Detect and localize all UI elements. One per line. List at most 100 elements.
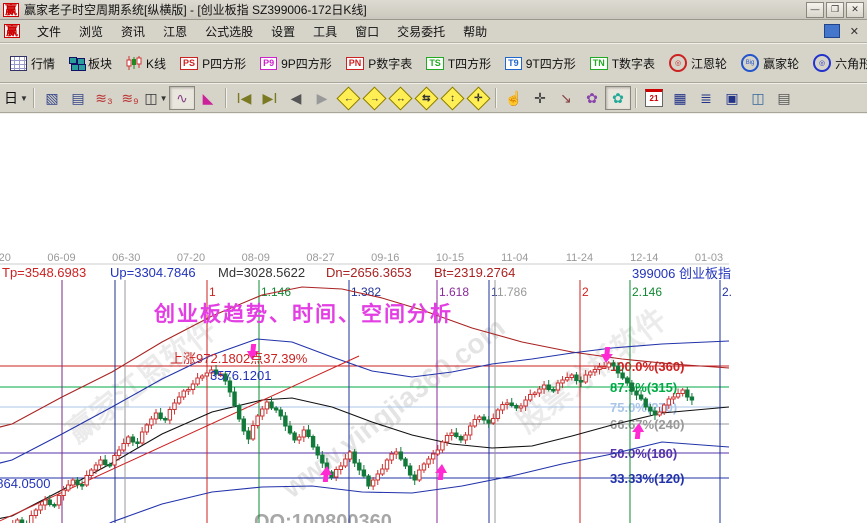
next-icon-glyph: ▶: [316, 89, 328, 106]
kline-button-glyph: [126, 56, 142, 70]
go-last-icon[interactable]: ▶Ⅰ: [257, 86, 283, 110]
menu-item-3[interactable]: 江恩: [163, 24, 188, 39]
wave-9-icon[interactable]: ≋₉: [117, 86, 143, 110]
measure-icon[interactable]: ↘: [553, 86, 579, 110]
kline-button[interactable]: K线: [119, 51, 173, 76]
headline-text: 创业板趋势、时间、空间分析: [153, 302, 453, 326]
p-square-button[interactable]: PS P四方形: [173, 51, 253, 76]
main-toolbar: 行情 板块 K线 PS P四方形 P9 9P四方形 PN P数字表 TS T四方形 T9 9T四方形 TN…: [0, 43, 867, 83]
trendline: [0, 355, 360, 522]
gann-wheel-button[interactable]: ◎ 江恩轮: [662, 50, 734, 76]
wave-9-icon-glyph: ≋₉: [121, 89, 139, 106]
kline-button-label: K线: [146, 56, 167, 71]
t-number-button-glyph: TN: [589, 56, 608, 70]
minimize-button[interactable]: —: [806, 1, 824, 18]
kline-chart-svg: 赢家江恩软件 www.yingjia360.com 股票分析软件QQ:1008003…: [0, 252, 732, 523]
zigzag-icon[interactable]: ∿: [169, 86, 195, 110]
menu-item-6[interactable]: 工具: [313, 24, 338, 39]
winner-wheel-button-glyph: Big: [741, 54, 760, 72]
expand-vertical-icon[interactable]: ↕: [439, 85, 465, 111]
level-label: 100.0%(360): [610, 359, 684, 374]
app-logo-icon: 赢: [3, 2, 20, 17]
notes-icon[interactable]: ≣: [693, 86, 719, 110]
swap-horizontal-icon-glyph: ⇆: [413, 85, 439, 111]
menu-item-4[interactable]: 公式选股: [205, 24, 254, 39]
menu-item-1[interactable]: 浏览: [79, 24, 104, 39]
hexagon-button[interactable]: ◎ 六角形: [806, 50, 867, 76]
pan-right-icon[interactable]: →: [361, 85, 387, 111]
quotes-button[interactable]: 行情: [3, 51, 62, 76]
wave-3-icon[interactable]: ≋₃: [91, 86, 117, 110]
menu-item-8[interactable]: 交易委托: [397, 24, 446, 39]
mdi-window-icon[interactable]: [823, 24, 840, 38]
expand-all-icon[interactable]: ✛: [465, 85, 491, 111]
period-day-selector-glyph: 日: [4, 90, 19, 106]
watermark-text: QQ:100800360: [254, 511, 392, 523]
save-icon[interactable]: ▣: [719, 86, 745, 110]
pivot-arrow-up-icon: [435, 464, 448, 480]
t-number-button[interactable]: TN T数字表: [583, 51, 662, 76]
expand-all-icon-glyph: ✛: [465, 85, 491, 111]
hexagon-button-glyph: ◎: [813, 54, 832, 72]
date-tick-label: 08-27: [306, 252, 334, 264]
indicator-md: Md=3028.5622: [218, 265, 305, 280]
prev-icon[interactable]: ◀: [283, 86, 309, 110]
go-first-icon[interactable]: Ⅰ◀: [231, 86, 257, 110]
menu-item-7[interactable]: 窗口: [355, 24, 380, 39]
menu-item-0[interactable]: 文件: [37, 24, 62, 39]
p9-square-button[interactable]: P9 9P四方形: [253, 51, 339, 76]
calculator-icon[interactable]: ▦: [667, 86, 693, 110]
paint-flag-icon-glyph: ◣: [202, 89, 214, 106]
p9-square-button-label: 9P四方形: [281, 56, 332, 71]
zigzag-icon-glyph: ∿: [176, 89, 188, 106]
date-tick-label: 08-09: [242, 252, 270, 264]
rise-annotation: 上涨972.1802点37.39%: [170, 351, 308, 366]
gann-wheel-button-glyph: ◎: [669, 54, 688, 72]
calendar-icon[interactable]: 21: [641, 86, 667, 110]
level-label: 33.33%(120): [610, 471, 684, 486]
pan-left-icon[interactable]: ←: [335, 85, 361, 111]
menu-bar: 赢 文件 浏览 资讯 江恩 公式选股 设置 工具 窗口 交易委托 帮助 ✕: [0, 20, 867, 43]
pan-left-icon-glyph: ←: [335, 85, 361, 111]
cycle-top-label: 2.: [722, 285, 732, 299]
candle-style-selector-glyph: ◫: [144, 89, 158, 106]
level-label: 87.5%(315): [610, 380, 677, 395]
winner-wheel-button[interactable]: Big 赢家轮: [734, 50, 806, 76]
share-icon[interactable]: ◫: [745, 86, 771, 110]
t9-square-button-label: 9T四方形: [525, 56, 576, 71]
crosshair-icon[interactable]: ✛: [527, 86, 553, 110]
t9-square-button[interactable]: T9 9T四方形: [498, 51, 583, 76]
date-tick-label: 10-15: [436, 252, 464, 264]
p-number-button[interactable]: PN P数字表: [339, 51, 420, 76]
candle-style-selector[interactable]: ◫ ▼: [144, 89, 168, 106]
menu-item-9[interactable]: 帮助: [463, 24, 488, 39]
cycle-tool-icon[interactable]: ✿: [605, 86, 631, 110]
pivot-arrow-down-icon: [246, 344, 259, 360]
maximize-button[interactable]: ❐: [826, 1, 844, 18]
crosshair-icon-glyph: ✛: [534, 89, 546, 106]
sectors-button[interactable]: 板块: [62, 51, 119, 76]
period-day-selector[interactable]: 日 ▼: [4, 90, 28, 106]
kline-chart-canvas[interactable]: 赢家江恩软件 www.yingjia360.com 股票分析软件 QQ:1008003…: [0, 114, 867, 523]
peak-price-label: 3576.1201: [210, 368, 271, 383]
gann-tool-icon[interactable]: ✿: [579, 86, 605, 110]
indicator-dn: Dn=2656.3653: [326, 265, 412, 280]
info-panel-icon[interactable]: ▤: [65, 86, 91, 110]
go-first-icon-glyph: Ⅰ◀: [236, 89, 252, 106]
watermark-text: www.yingjia360.com: [276, 311, 511, 504]
menu-item-2[interactable]: 资讯: [121, 24, 146, 39]
pivot-arrow-down-icon: [600, 347, 613, 363]
paint-flag-icon[interactable]: ◣: [195, 86, 221, 110]
printer-icon[interactable]: ▤: [771, 86, 797, 110]
close-button[interactable]: ✕: [846, 1, 864, 18]
date-tick-label: 05-20: [0, 252, 11, 264]
t-square-button[interactable]: TS T四方形: [419, 51, 498, 76]
date-tick-label: 06-09: [47, 252, 75, 264]
menu-item-5[interactable]: 设置: [271, 24, 296, 39]
pattern-view-icon[interactable]: ▧: [39, 86, 65, 110]
hand-icon[interactable]: ☝: [501, 86, 527, 110]
mdi-close-button[interactable]: ✕: [849, 25, 859, 38]
swap-horizontal-icon[interactable]: ⇆: [413, 85, 439, 111]
next-icon[interactable]: ▶: [309, 86, 335, 110]
expand-horizontal-icon[interactable]: ↔: [387, 85, 413, 111]
